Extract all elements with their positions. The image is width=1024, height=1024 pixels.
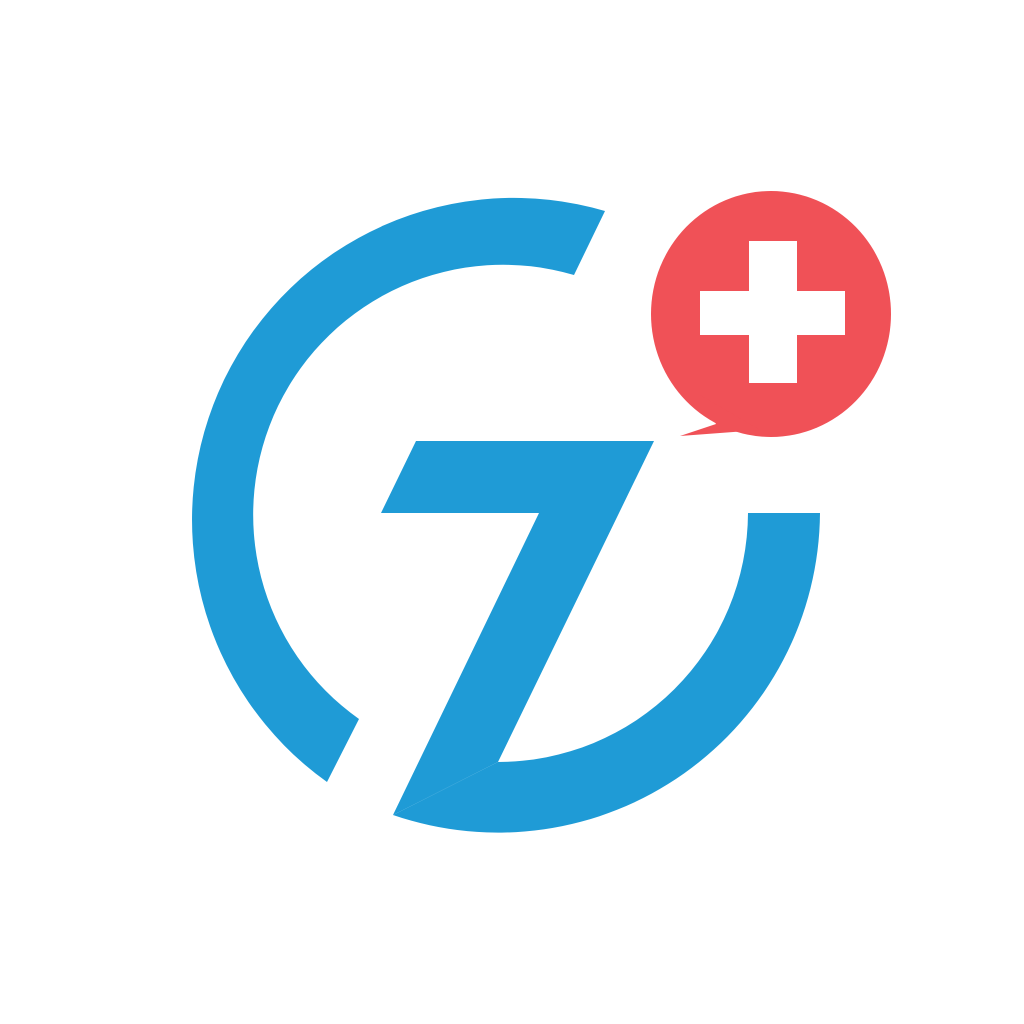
medical-cross-icon	[700, 241, 845, 383]
logo-ring-upper-arc	[192, 197, 605, 782]
medical-badge-icon	[651, 191, 891, 437]
badge-bubble-tail	[680, 395, 760, 436]
logo-z-stroke	[381, 441, 654, 815]
logo-ring-lower-arc	[393, 513, 820, 833]
